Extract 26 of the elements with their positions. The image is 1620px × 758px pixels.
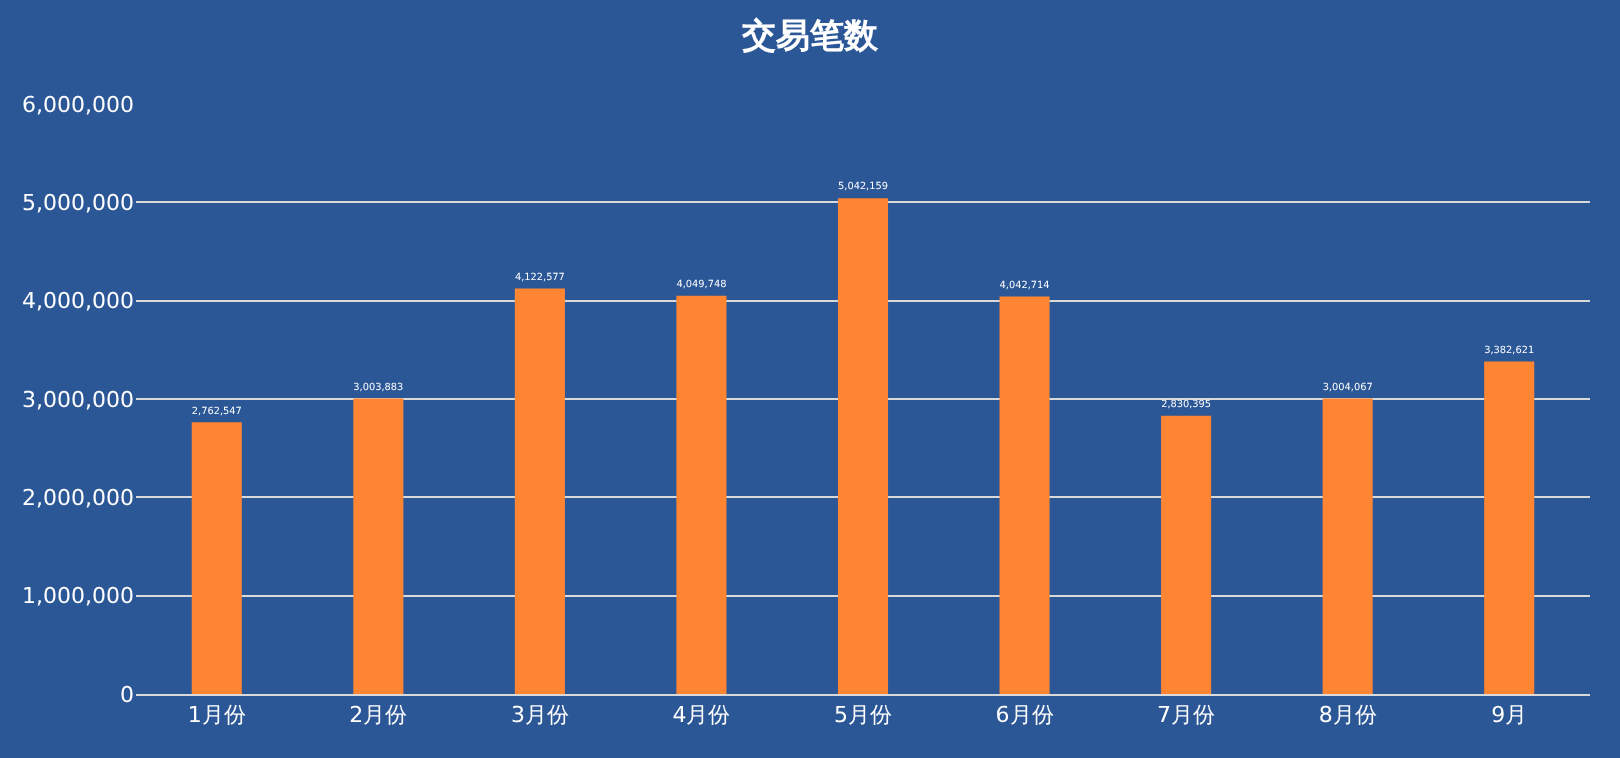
y-tick-label: 4,000,000: [22, 288, 134, 315]
bar: [999, 296, 1050, 694]
x-tick-label: 1月份: [187, 702, 246, 729]
y-tick-label: 6,000,000: [22, 91, 134, 118]
bar: [191, 422, 242, 694]
x-tick-label: 4月份: [672, 702, 731, 729]
x-tick-label: 5月份: [834, 702, 892, 729]
bar: [1161, 415, 1212, 694]
bar: [353, 398, 404, 694]
x-tick-label: 3月份: [510, 702, 569, 729]
x-tick-label: 9月: [1491, 702, 1528, 729]
y-tick-label: 1,000,000: [22, 583, 134, 610]
x-tick-label: 7月份: [1157, 702, 1216, 729]
bar: [1484, 361, 1535, 694]
y-tick-label: 0: [120, 681, 134, 708]
bar: [676, 295, 727, 694]
x-tick-label: 2月份: [349, 702, 408, 729]
chart-title: 交易笔数: [740, 16, 880, 57]
x-tick-label: 8月份: [1318, 702, 1377, 729]
bar: [1322, 398, 1373, 694]
y-tick-label: 5,000,000: [22, 190, 134, 217]
y-tick-label: 2,000,000: [22, 485, 134, 512]
y-tick-label: 3,000,000: [22, 386, 134, 413]
x-tick-label: 6月份: [995, 702, 1054, 729]
bar: [514, 288, 565, 694]
bar: [837, 198, 889, 694]
